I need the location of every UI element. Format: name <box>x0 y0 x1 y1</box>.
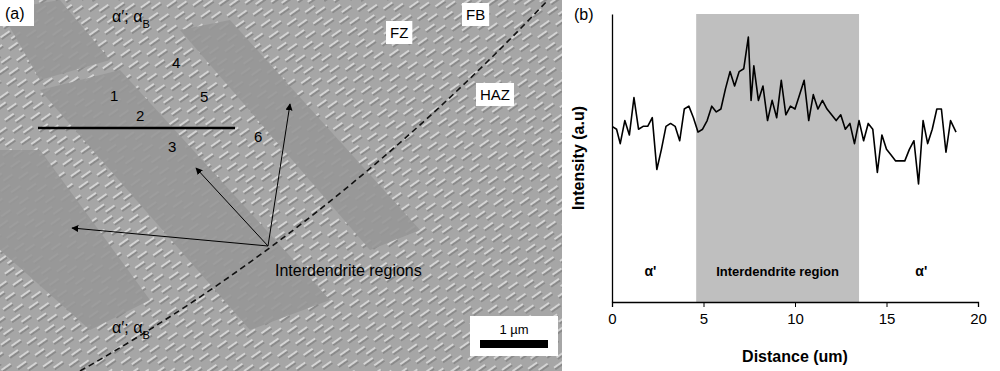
x-tick-mark <box>704 302 705 307</box>
point-label: 4 <box>172 54 180 71</box>
zone-label: FB <box>466 6 485 23</box>
scale-bar-box <box>470 316 558 356</box>
micrograph <box>0 0 562 371</box>
intensity-line <box>612 37 956 184</box>
phase-annotation: α' <box>915 263 927 279</box>
phase-label: α′; αB <box>112 319 150 341</box>
panel-letter-box <box>0 0 34 26</box>
zone-label: HAZ <box>480 86 510 103</box>
arrow <box>72 228 268 246</box>
zone-label-box <box>386 21 412 44</box>
point-label: 2 <box>136 107 144 124</box>
y-axis-line <box>612 15 613 303</box>
x-tick-label: 20 <box>970 310 987 327</box>
shaded-region <box>696 14 859 302</box>
fusion-boundary-line <box>80 0 548 371</box>
x-tick-label: 5 <box>700 310 708 327</box>
interdendrite-band <box>0 150 150 330</box>
x-tick: 0 <box>608 302 616 327</box>
arrow <box>268 104 290 246</box>
phase-annotation: α' <box>644 263 656 279</box>
scale-bar <box>480 340 548 348</box>
x-tick-mark <box>978 302 979 307</box>
micrograph-texture <box>0 0 562 371</box>
zone-label: FZ <box>390 24 408 41</box>
phase-label-main: α′; α <box>112 319 142 336</box>
panel-letter: (a) <box>5 5 25 22</box>
region-label: Interdendrite region <box>716 264 839 279</box>
x-axis: 0 5 10 15 20 <box>608 302 987 327</box>
x-tick-mark <box>612 302 613 307</box>
phase-label-sub: B <box>142 18 149 30</box>
y-axis-title: Intensity (a.u) <box>570 106 587 210</box>
x-axis-title: Distance (um) <box>742 348 848 365</box>
x-tick: 15 <box>879 302 896 327</box>
point-label: 3 <box>168 138 176 155</box>
x-tick-mark <box>887 302 888 307</box>
x-tick-label: 10 <box>787 310 804 327</box>
x-tick: 20 <box>970 302 987 327</box>
scale-bar-label: 1 µm <box>499 322 528 337</box>
x-tick-mark <box>795 302 796 307</box>
x-tick: 5 <box>700 302 708 327</box>
y-axis <box>612 15 613 303</box>
interdendrite-band <box>180 20 420 250</box>
phase-label: α′; αB <box>112 8 150 30</box>
phase-label-main: α′; α <box>112 8 142 25</box>
point-label: 1 <box>110 87 118 104</box>
line-scan <box>38 127 235 130</box>
x-axis-line <box>613 303 979 308</box>
x-tick: 10 <box>787 302 804 327</box>
panel-letter: (b) <box>574 6 594 23</box>
panel-a: (a)α′; αBα′; αBFZFBHAZ123456Interdendrit… <box>0 0 562 371</box>
plot-area <box>612 14 956 302</box>
point-label: 6 <box>254 128 262 145</box>
panel-b: 0 5 10 15 20 Distance (um) Intensity (a.u) (b) I… <box>570 6 987 365</box>
phase-label-sub: B <box>142 329 149 341</box>
interdendrite-band <box>0 0 110 80</box>
point-label: 5 <box>200 88 208 105</box>
x-tick-label: 0 <box>608 310 616 327</box>
x-tick-label: 15 <box>879 310 896 327</box>
zone-label-box <box>476 83 514 106</box>
zone-label-box <box>462 3 489 26</box>
figure: (a)α′; αBα′; αBFZFBHAZ123456Interdendrit… <box>0 0 1000 371</box>
annotation: Interdendrite regions <box>275 262 422 279</box>
arrow <box>196 168 268 246</box>
